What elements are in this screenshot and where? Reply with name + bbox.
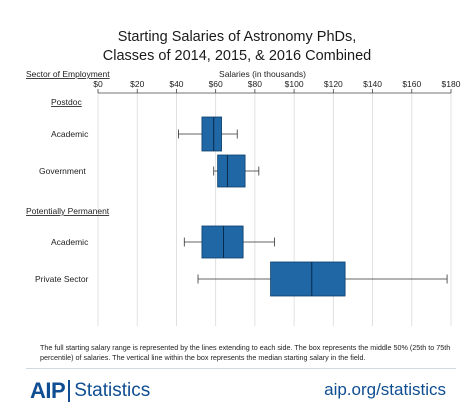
box-series <box>178 116 448 297</box>
chart-title-line-1: Starting Salaries of Astronomy PhDs, <box>117 29 357 45</box>
logo-divider <box>68 380 71 402</box>
x-tick-label: $80 <box>248 79 262 89</box>
x-axis-title: Salaries (in thousands) <box>219 69 306 79</box>
row-header: Sector of Employment <box>26 69 110 79</box>
x-tick-label: $160 <box>402 79 421 89</box>
logo-statistics-text: Statistics <box>74 380 151 401</box>
iqr-box <box>270 261 346 297</box>
category-label: Government <box>39 166 86 176</box>
x-tick-label: $40 <box>169 79 183 89</box>
footer-divider <box>26 368 456 369</box>
iqr-box <box>217 154 246 188</box>
x-tick-label: $0 <box>93 79 103 89</box>
x-tick-label: $100 <box>285 79 304 89</box>
x-axis: $0 $20 $40 $60 $80 $100 $120 $140 $160 $180 Salari… <box>93 69 461 94</box>
iqr-box <box>201 225 244 259</box>
x-tick-label: $20 <box>130 79 144 89</box>
x-tick-label: $140 <box>363 79 382 89</box>
boxplot-chart: Sector of Employment Postdoc Academic Gover… <box>26 69 461 326</box>
x-tick-label: $180 <box>442 79 461 89</box>
category-label: Private Sector <box>35 274 89 284</box>
category-label: Academic <box>51 129 89 139</box>
group-label: Postdoc <box>51 97 82 107</box>
x-tick-label: $60 <box>209 79 223 89</box>
category-label: Academic <box>51 237 89 247</box>
site-link[interactable]: aip.org/statistics <box>324 380 446 399</box>
chart-title-line-2: Classes of 2014, 2015, & 2016 Combined <box>102 48 372 64</box>
aip-statistics-logo: AIP Statistics <box>30 378 151 403</box>
x-tick-label: $120 <box>324 79 343 89</box>
logo-aip-text: AIP <box>30 378 66 403</box>
group-label: Potentially Permanent <box>26 206 110 216</box>
chart-footnote: The full starting salary range is repres… <box>40 343 451 362</box>
category-labels: Sector of Employment Postdoc Academic Gover… <box>26 69 110 284</box>
iqr-box <box>201 116 222 152</box>
chart-title: Starting Salaries of Astronomy PhDs, Cla… <box>0 28 474 66</box>
